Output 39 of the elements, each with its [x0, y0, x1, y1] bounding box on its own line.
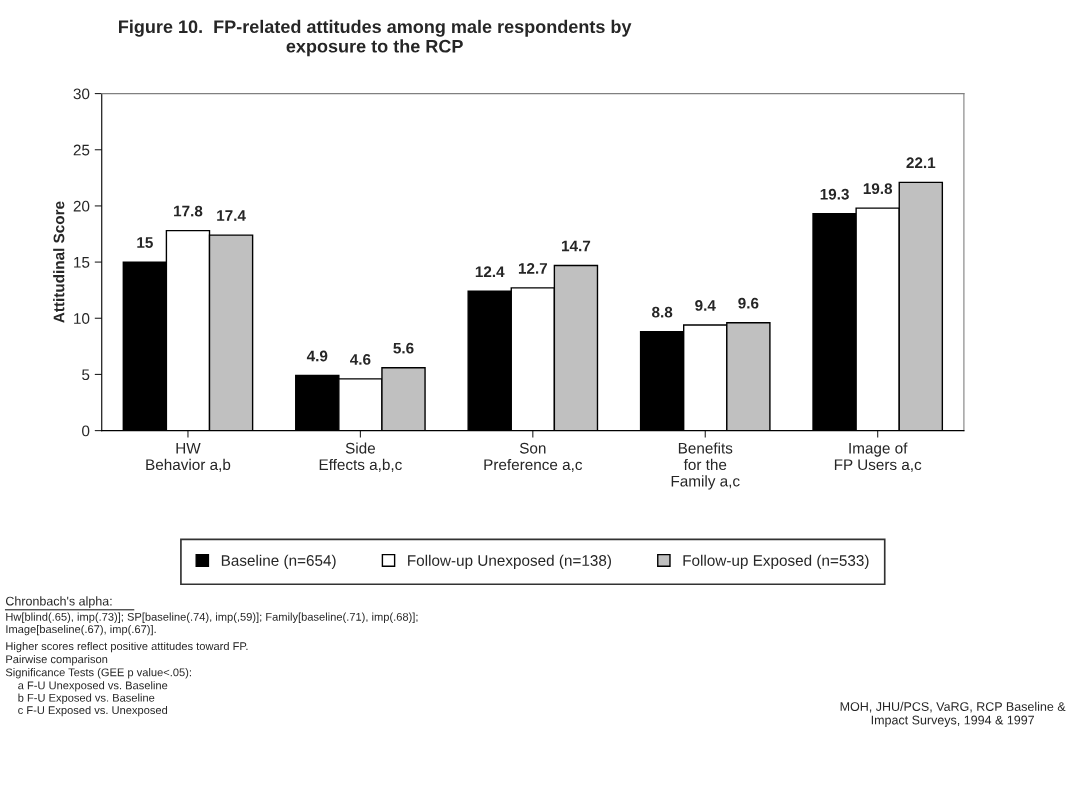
- x-tick-label: Image of FP Users a,c: [834, 442, 922, 472]
- text: Pairwise comparison: [6, 655, 108, 666]
- data-label: 8.8: [652, 306, 673, 318]
- data-label: 4.9: [306, 350, 328, 362]
- legend-label: Follow-up Unexposed (n=138): [408, 554, 611, 569]
- text: Chronbach's alpha:: [5, 596, 112, 608]
- x-tick-label: HW Behavior a,b: [146, 442, 231, 472]
- data-label: 9.6: [738, 297, 759, 309]
- legend-label: Baseline (n=654): [221, 554, 336, 569]
- text: a F-U Unexposed vs. Baseline b F-U Exposed vs. Baseline c F-U Exposed vs. Unexposed: [18, 681, 168, 717]
- y-tick-label: 30: [73, 88, 90, 100]
- text: Significance Tests (GEE p value<.05):: [5, 668, 191, 679]
- x-tick-label: Side Effects a,b,c: [319, 442, 402, 472]
- y-tick-label: 20: [73, 200, 90, 212]
- data-label: 4.6: [350, 353, 371, 365]
- data-label: 19.8: [863, 183, 893, 195]
- data-label: 12.4: [475, 266, 505, 278]
- y-tick-label: 0: [82, 425, 90, 437]
- legend-label: Follow-up Exposed (n=533): [683, 554, 869, 569]
- y-tick-label: 25: [73, 144, 90, 156]
- x-tick-label: Benefits for the Family a,c: [671, 442, 740, 490]
- chart-title: Figure 10. FP-related attitudes among male respondents by exposure to the RCP: [119, 19, 632, 57]
- text: Hw[blind(.65), imp(.73)]; SP[baseline(.74), imp(,59)]; Family[baseline(.71), imp(.68)]; Image[baseline(.67), imp(.67)].: [6, 612, 418, 636]
- y-tick-label: 5: [82, 369, 90, 381]
- data-label: 17.4: [217, 210, 246, 221]
- data-label: 9.4: [695, 300, 716, 311]
- data-label: 14.7: [562, 240, 591, 252]
- data-label: 12.7: [518, 262, 548, 274]
- text: Higher scores reflect positive attitudes toward FP.: [6, 641, 248, 653]
- y-tick-label: 10: [74, 313, 90, 324]
- data-label: 19.3: [820, 188, 849, 200]
- data-label: 15: [137, 237, 153, 248]
- data-label: 17.8: [174, 205, 203, 217]
- y-tick-label: 15: [74, 257, 90, 268]
- y-axis-title: Attitudinal Score: [53, 201, 65, 323]
- data-label: 22.1: [906, 157, 936, 169]
- text: MOH, JHU/PCS, VaRG, RCP Baseline & Impact Surveys, 1994 & 1997: [840, 701, 1066, 727]
- x-tick-label: Son Preference a,c: [484, 442, 583, 472]
- data-label: 5.6: [393, 342, 414, 354]
